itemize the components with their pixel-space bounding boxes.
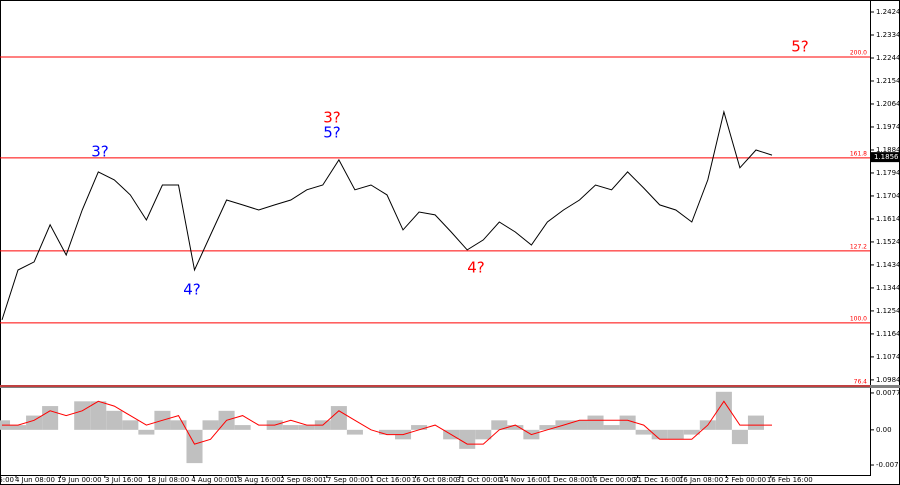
histogram-bar [10,425,27,430]
y-tick-label: 1.1344 [876,284,900,292]
y-tick-label: -0.0074 [876,461,900,469]
histogram-bar [346,429,363,435]
fib-label: 100.0 [850,315,867,322]
x-tick-label: 31 Oct 00:00 [456,476,502,484]
wave-label: 3? [91,143,109,161]
x-tick-label: 14 Nov 16:00 [500,476,547,484]
x-tick-label: 16 Feb 16:00 [767,476,813,484]
x-tick-label: 1 Oct 16:00 [370,476,411,484]
histogram-bar [651,429,668,440]
fib-label: 127.2 [850,243,867,250]
y-tick-label: 1.1614 [876,215,900,223]
y-tick-label: 1.1254 [876,307,900,315]
histogram-bar [747,415,764,430]
histogram-bar [202,420,219,430]
histogram-bar [539,425,556,430]
histogram-bar [282,425,299,430]
y-tick-label: 1.1794 [876,169,900,177]
price-line [1,109,773,321]
histogram-bar [475,429,492,440]
y-tick-label: 1.1704 [876,192,900,200]
signal-line [2,400,772,445]
y-tick-label: 1.2424 [876,8,900,16]
last-price-box [871,152,900,163]
histogram-bar [731,429,748,445]
y-tick-label: 1.1164 [876,330,900,338]
fib-label: 76.4 [854,379,868,386]
histogram-bar [715,391,732,430]
x-tick-label: 2 Sep 08:00 [280,476,322,484]
fib-label: 200.0 [850,49,867,56]
histogram-bar [90,401,107,430]
y-tick-label: 1.1434 [876,261,900,269]
histogram-bar [138,429,155,435]
histogram-bar [603,425,620,430]
wave-label: 5? [791,38,809,56]
histogram-bar [234,425,251,430]
y-tick-label: 1.1074 [876,353,900,361]
y-tick-label: 1.2154 [876,77,900,85]
y-tick-label: 0.00 [876,426,892,434]
histogram-bar [459,429,476,449]
x-tick-label: 16 Oct 08:00 [412,476,458,484]
x-tick-label: 18 Jul 08:00 [147,476,189,484]
histogram-bar [571,420,588,430]
histogram-bar [491,420,508,430]
histogram-bar [667,429,684,440]
x-tick-label: 17 Sep 00:00 [322,476,369,484]
y-tick-label: 1.2244 [876,54,900,62]
x-tick-label: 2 Feb 00:00 [725,476,766,484]
y-tick-label: 1.2334 [876,31,900,39]
wave-label: 4? [467,259,485,277]
y-tick-label: 0.00776 [876,389,900,397]
x-tick-label: 4 Aug 00:00 [191,476,234,484]
last-price-label: 1.1856 [874,153,899,161]
x-tick-label: 16:00 [0,476,14,484]
histogram-bar [683,429,700,435]
fib-label: 161.8 [850,150,867,157]
histogram-bar [635,429,652,435]
y-tick-label: 1.1884 [876,146,900,154]
histogram-bar [298,425,315,430]
y-tick-label: 1.1974 [876,123,900,131]
histogram-bar [122,420,139,430]
x-tick-label: 4 Jun 08:00 [15,476,55,484]
histogram-bar [170,420,187,430]
x-tick-label: 19 Jun 00:00 [57,476,101,484]
histogram-bar [330,406,347,430]
histogram-bar [378,429,396,435]
histogram-bar [26,415,43,430]
y-tick-label: 1.1524 [876,238,900,246]
histogram-bar [411,425,428,430]
wave-label: 5? [323,124,341,142]
y-tick-label: 1.0984 [876,376,900,384]
y-tick-label: 1.2064 [876,100,900,108]
wave-label: 4? [183,281,201,299]
x-tick-label: 3 Jul 16:00 [105,476,143,484]
histogram-bar [74,401,91,430]
x-tick-label: 1 Dec 08:00 [546,476,589,484]
histogram-bar [619,415,636,430]
x-tick-label: 18 Aug 16:00 [233,476,280,484]
x-tick-label: 16 Jan 08:00 [679,476,723,484]
histogram-bar [587,415,604,430]
histogram-bar [42,406,59,430]
x-tick-label: 31 Dec 16:00 [633,476,680,484]
histogram-bar [106,410,123,430]
histogram-bar [186,429,203,464]
wave-label: 3? [323,109,341,127]
histogram-bar [507,425,524,430]
x-tick-label: 16 Dec 00:00 [589,476,636,484]
